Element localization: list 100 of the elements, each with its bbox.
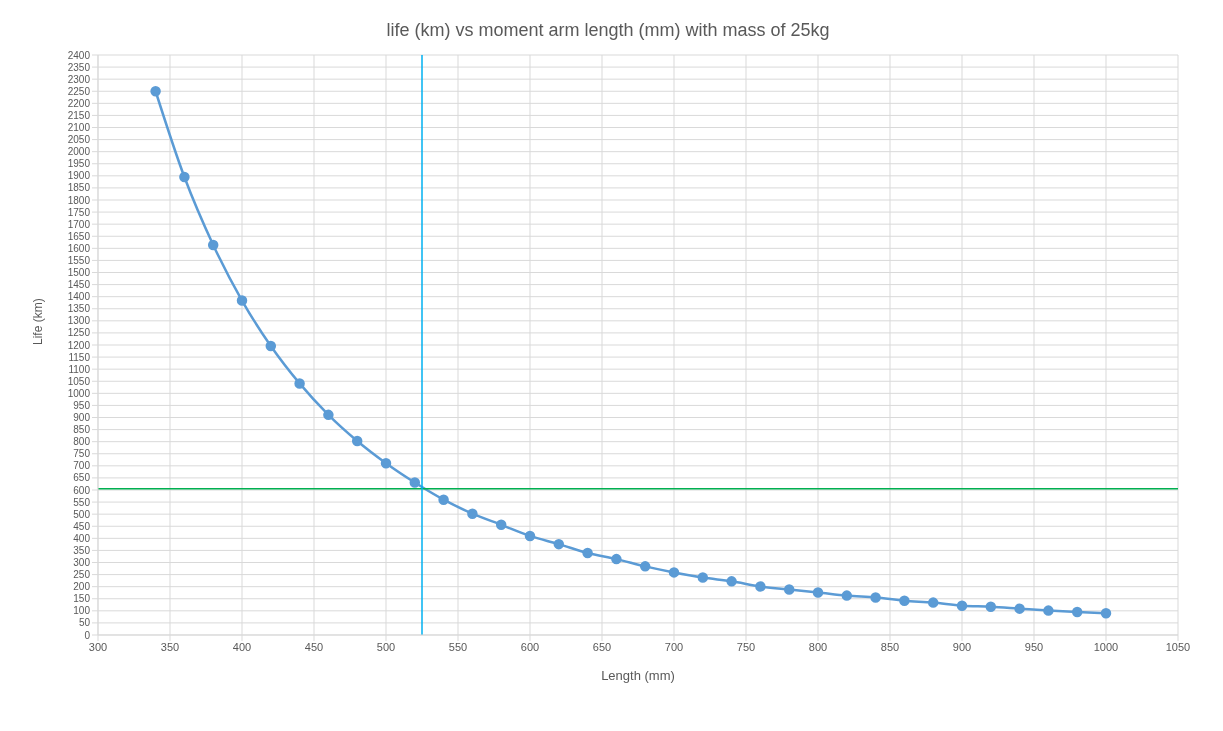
y-tick-label: 0: [84, 629, 91, 641]
point: [899, 595, 910, 606]
point: [495, 519, 507, 531]
x-tick-label: 450: [304, 640, 324, 653]
x-tick-label: 350: [160, 640, 180, 653]
y-tick-label: 800: [73, 436, 91, 448]
y-tick-label: 1750: [67, 206, 91, 218]
point: [524, 530, 536, 542]
y-tick-label: 1500: [67, 267, 91, 279]
x-tick-label: 700: [664, 640, 684, 653]
x-tick-label: 950: [1024, 640, 1044, 653]
point: [409, 477, 421, 488]
point: [265, 340, 277, 352]
x-tick-label: 1000: [1093, 640, 1119, 653]
y-tick-label: 2300: [67, 73, 91, 85]
point: [755, 581, 766, 592]
point: [179, 171, 190, 183]
y-tick-label: 250: [73, 569, 91, 581]
y-tick-label: 2050: [67, 134, 91, 146]
point: [582, 547, 593, 559]
x-tick-label: 500: [376, 640, 396, 653]
point: [438, 494, 449, 505]
x-axis-title: Length (mm): [601, 668, 675, 683]
point: [783, 584, 795, 595]
y-tick-label: 50: [78, 617, 91, 629]
point: [812, 587, 824, 598]
point: [985, 601, 997, 612]
point: [639, 561, 651, 572]
y-tick-label: 1650: [67, 230, 91, 242]
y-tick-label: 2400: [67, 49, 91, 61]
y-tick-label: 1050: [67, 375, 91, 387]
point: [467, 508, 478, 519]
y-tick-label: 300: [73, 557, 91, 569]
y-tick-label: 1200: [67, 339, 91, 351]
point: [611, 553, 622, 565]
y-tick-label: 550: [73, 496, 91, 508]
point: [207, 239, 219, 251]
point: [294, 378, 305, 389]
y-tick-label: 1250: [67, 327, 91, 339]
point: [553, 538, 565, 550]
x-tick-label: 850: [880, 640, 900, 653]
y-tick-label: 1450: [67, 279, 91, 291]
y-tick-label: 1900: [67, 170, 91, 182]
y-tick-label: 1300: [67, 315, 91, 327]
point: [1071, 606, 1083, 618]
y-tick-label: 650: [73, 472, 91, 484]
x-tick-label: 600: [520, 640, 540, 653]
y-tick-label: 900: [73, 412, 91, 424]
y-tick-label: 150: [73, 593, 91, 605]
point: [870, 592, 881, 603]
y-tick-label: 2200: [67, 97, 91, 109]
y-tick-label: 600: [73, 484, 91, 496]
point: [323, 409, 334, 421]
y-tick-label: 100: [73, 605, 91, 617]
y-tick-label: 950: [73, 399, 91, 411]
y-tick-label: 2100: [67, 122, 91, 134]
y-tick-label: 1150: [68, 351, 91, 363]
x-tick-label: 1050: [1165, 640, 1191, 653]
x-tick-label: 900: [952, 640, 972, 653]
point: [380, 457, 392, 469]
x-tick-label: 400: [232, 640, 252, 653]
point: [927, 597, 939, 608]
y-tick-label: 2250: [67, 85, 91, 97]
y-tick-label: 750: [73, 448, 91, 460]
y-tick-label: 1800: [67, 194, 91, 206]
point: [956, 600, 968, 612]
y-tick-label: 2150: [67, 109, 91, 121]
point: [236, 295, 248, 306]
y-tick-label: 700: [73, 460, 91, 472]
y-tick-label: 1950: [67, 158, 91, 170]
y-tick-label: 1350: [67, 303, 91, 315]
chart-title: life (km) vs moment arm length (mm) with mass of 25kg: [385, 19, 831, 42]
y-tick-label: 1400: [67, 291, 91, 303]
y-tick-label: 200: [73, 581, 91, 593]
point: [351, 435, 363, 447]
x-tick-label: 650: [592, 640, 612, 653]
x-tick-label: 750: [736, 640, 756, 653]
point: [1014, 603, 1025, 614]
y-tick-label: 400: [73, 532, 91, 544]
point: [726, 576, 737, 587]
y-tick-label: 450: [73, 520, 91, 532]
point: [668, 567, 680, 578]
y-tick-label: 1100: [68, 363, 91, 375]
x-tick-label: 300: [88, 640, 108, 653]
x-tick-label: 550: [448, 640, 468, 653]
y-tick-label: 500: [73, 508, 91, 520]
x-tick-label: 800: [808, 640, 828, 653]
y-tick-label: 1000: [67, 387, 91, 399]
point: [150, 86, 161, 97]
y-tick-label: 1700: [67, 218, 91, 230]
y-tick-label: 850: [73, 424, 91, 436]
y-axis-title: Life (km): [31, 298, 46, 345]
point: [697, 572, 709, 583]
point: [1100, 608, 1112, 619]
point: [1043, 605, 1054, 616]
y-tick-label: 2000: [67, 146, 91, 158]
y-tick-label: 1550: [67, 254, 91, 266]
y-tick-label: 1850: [67, 182, 91, 194]
y-tick-label: 2350: [67, 61, 91, 73]
y-tick-label: 1600: [67, 242, 91, 254]
